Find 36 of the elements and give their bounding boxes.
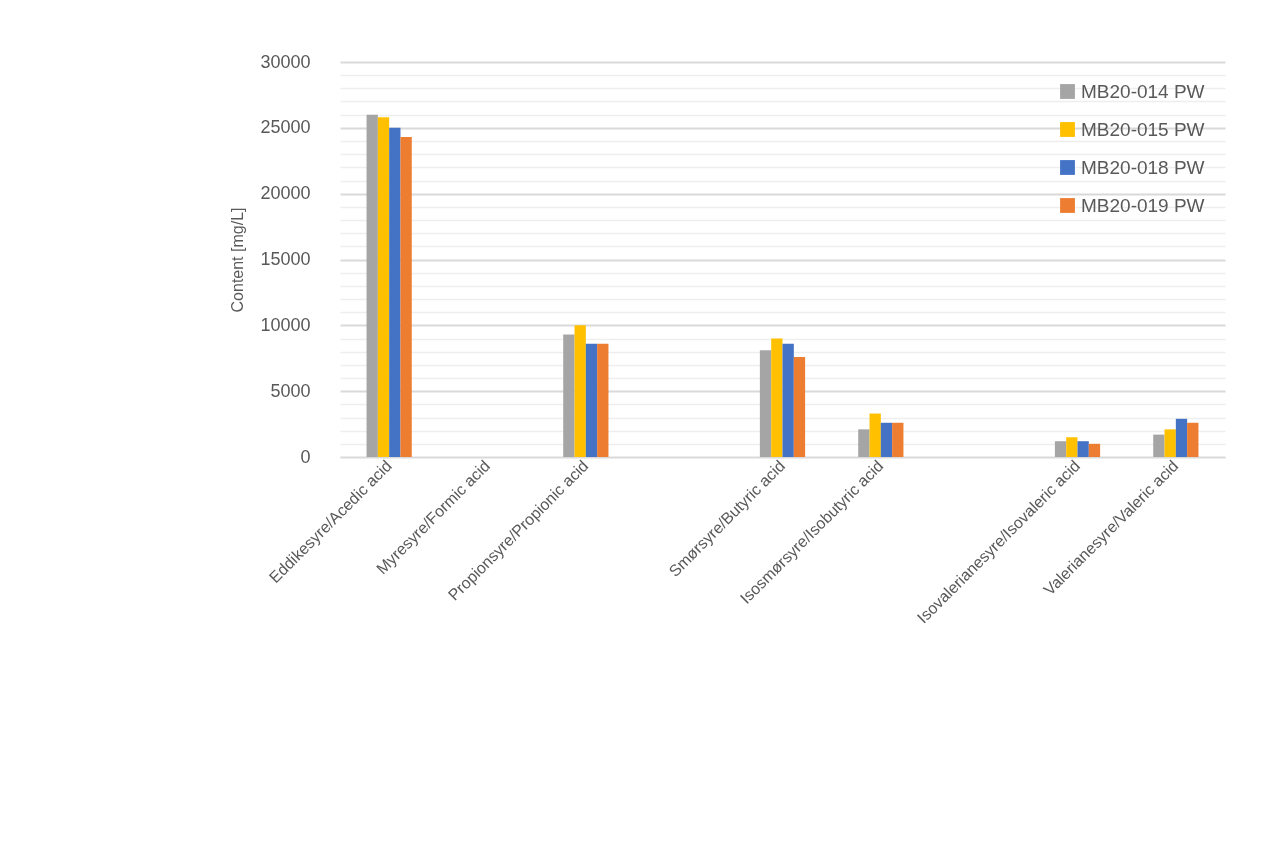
bar bbox=[1175, 418, 1188, 457]
bar bbox=[1054, 441, 1067, 457]
bar bbox=[1066, 437, 1078, 457]
bar bbox=[1088, 443, 1101, 457]
bar bbox=[1187, 422, 1199, 457]
y-tick-label: 20000 bbox=[260, 183, 311, 204]
y-tick-label: 30000 bbox=[260, 51, 311, 72]
bar bbox=[858, 429, 870, 457]
bar bbox=[366, 114, 378, 457]
bar bbox=[759, 350, 772, 457]
legend-label: MB20-014 PW bbox=[1081, 80, 1205, 102]
bar bbox=[1164, 429, 1176, 457]
legend-label: MB20-015 PW bbox=[1081, 118, 1205, 140]
bar bbox=[574, 325, 586, 457]
bar bbox=[892, 422, 904, 457]
y-tick-label: 25000 bbox=[260, 117, 311, 138]
bar bbox=[1153, 434, 1165, 457]
bar bbox=[389, 127, 401, 457]
bar bbox=[563, 334, 575, 457]
y-axis-title: Content [mg/L] bbox=[229, 207, 247, 313]
bar bbox=[793, 356, 806, 457]
legend-label: MB20-019 PW bbox=[1081, 194, 1205, 216]
y-tick-label: 0 bbox=[300, 446, 311, 467]
bar bbox=[585, 343, 598, 457]
bar bbox=[880, 422, 893, 457]
bar bbox=[597, 343, 609, 457]
bar bbox=[782, 343, 794, 457]
y-tick-label: 10000 bbox=[260, 314, 311, 335]
legend-label: MB20-018 PW bbox=[1081, 156, 1205, 178]
bar bbox=[771, 338, 783, 457]
bar bbox=[869, 413, 881, 457]
bar bbox=[377, 117, 390, 457]
y-tick-label: 5000 bbox=[270, 380, 311, 401]
bar bbox=[1077, 441, 1089, 457]
y-tick-label: 15000 bbox=[260, 249, 311, 269]
bar bbox=[400, 137, 412, 457]
